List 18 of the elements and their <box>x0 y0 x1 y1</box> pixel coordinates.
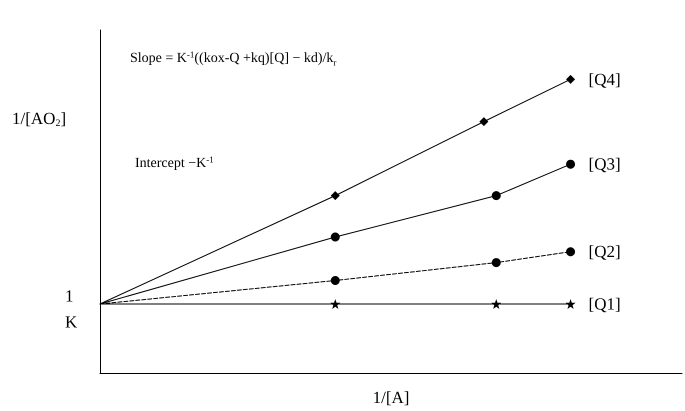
series-label: [Q3] <box>588 154 621 174</box>
point <box>479 117 488 126</box>
point <box>492 258 501 268</box>
point <box>566 160 576 169</box>
series-label: [Q2] <box>588 242 621 262</box>
point <box>330 232 340 242</box>
point <box>566 247 576 256</box>
point <box>566 74 576 84</box>
series-label: [Q1] <box>588 294 621 314</box>
point <box>491 298 502 309</box>
point <box>330 298 340 309</box>
point <box>492 191 501 200</box>
x-axis-title: 1/[A] <box>372 388 410 407</box>
text: 1 K <box>65 286 78 332</box>
point <box>330 191 340 200</box>
point <box>566 298 576 309</box>
point <box>330 276 340 285</box>
series-label: [Q4] <box>588 70 621 89</box>
